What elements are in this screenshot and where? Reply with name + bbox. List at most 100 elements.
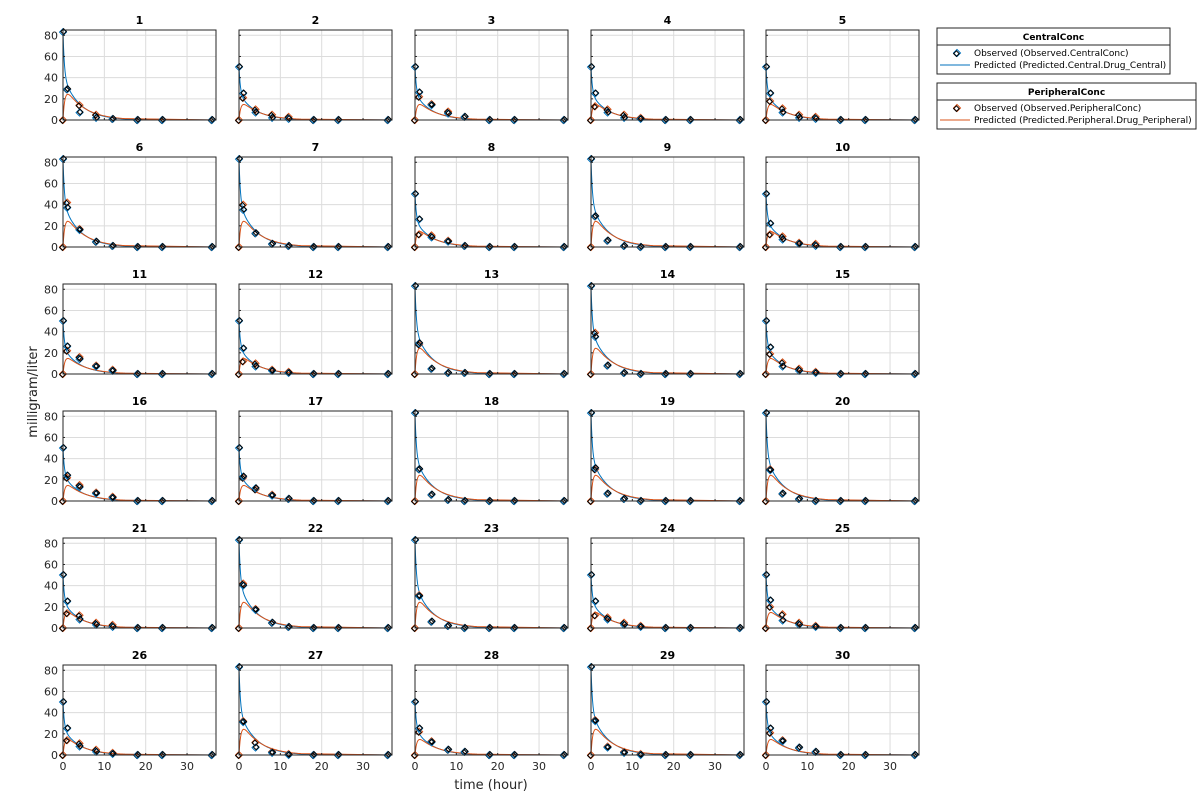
observed-central-point-outline xyxy=(208,115,216,123)
subplot-21: 0 20 40 60 80 21 xyxy=(44,522,217,635)
observed-central-point-outline xyxy=(588,282,596,290)
y-tick-label: 40 xyxy=(44,453,58,466)
observed-central-point-outline xyxy=(862,242,870,250)
predicted-peripheral-line xyxy=(62,485,217,502)
observed-peripheral-point-outline xyxy=(239,94,247,102)
observed-central-point-outline xyxy=(560,750,568,758)
observed-central-point-outline xyxy=(109,622,117,630)
observed-central-point-outline xyxy=(592,717,600,725)
observed-central-point-outline xyxy=(159,496,167,504)
observed-central-point-outline xyxy=(588,663,596,671)
axes-box xyxy=(62,410,217,502)
observed-peripheral-point-outline xyxy=(75,612,83,620)
subplot-title: 21 xyxy=(132,522,147,535)
subplot-title: 18 xyxy=(484,395,499,408)
subplot-title: 25 xyxy=(835,522,850,535)
x-tick-label: 20 xyxy=(842,760,856,773)
observed-central-point-outline xyxy=(837,115,845,123)
y-tick-label: 60 xyxy=(44,50,58,63)
observed-central-point-outline xyxy=(779,489,787,497)
observed-central-point-outline xyxy=(60,697,68,705)
observed-central-point-outline xyxy=(837,369,845,377)
axes-box xyxy=(238,283,393,375)
x-tick-label: 0 xyxy=(412,760,419,773)
observed-central-point-outline xyxy=(796,239,804,247)
observed-peripheral-point-outline xyxy=(778,105,786,113)
observed-central-point-outline xyxy=(93,362,101,370)
observed-central-point-outline xyxy=(109,493,117,501)
subplot-title: 20 xyxy=(835,395,851,408)
subplot-title: 12 xyxy=(308,268,323,281)
plot-area xyxy=(415,30,568,120)
observed-central-point-outline xyxy=(486,750,494,758)
x-tick-label: 0 xyxy=(763,760,770,773)
observed-central-point-outline xyxy=(779,108,787,116)
observed-central-point-outline xyxy=(310,242,318,250)
plot-area xyxy=(415,284,568,374)
observed-central-point-outline xyxy=(416,339,424,347)
y-tick-label: 60 xyxy=(44,685,58,698)
axes-box xyxy=(414,410,569,502)
y-tick-label: 0 xyxy=(51,114,58,127)
plot-area xyxy=(415,157,568,247)
observed-central-point-outline xyxy=(412,697,420,705)
observed-central-point-outline xyxy=(592,332,600,340)
observed-central-point-outline xyxy=(384,750,392,758)
y-tick-label: 20 xyxy=(44,474,58,487)
y-tick-label: 0 xyxy=(51,749,58,762)
observed-central-point-outline xyxy=(445,237,453,245)
observed-peripheral-point-outline xyxy=(603,106,611,114)
legend-box xyxy=(936,27,1171,75)
observed-central-point-outline xyxy=(428,233,436,241)
observed-central-point-outline xyxy=(109,241,117,249)
subplot-title: 13 xyxy=(484,268,499,281)
axes-box xyxy=(62,664,217,756)
observed-central-point-outline xyxy=(461,241,469,249)
observed-central-point-outline xyxy=(461,112,469,120)
observed-central-point-outline xyxy=(662,750,670,758)
observed-central-point-outline xyxy=(76,355,84,363)
observed-central-point-outline xyxy=(604,489,612,497)
predicted-peripheral-line xyxy=(414,474,569,502)
y-tick-label: 20 xyxy=(44,93,58,106)
observed-central-point-outline xyxy=(236,663,244,671)
axes-box xyxy=(62,156,217,248)
observed-central-point-outline xyxy=(109,114,117,122)
observed-central-point-outline xyxy=(637,622,645,630)
observed-central-point-outline xyxy=(285,622,293,630)
x-tick-label: 10 xyxy=(273,760,287,773)
subplot-title: 14 xyxy=(660,268,676,281)
observed-central-point-outline xyxy=(812,241,820,249)
x-tick-label: 0 xyxy=(60,760,67,773)
axes-box xyxy=(238,664,393,756)
y-tick-label: 20 xyxy=(44,220,58,233)
observed-central-point-outline xyxy=(412,189,420,197)
observed-peripheral-point-outline xyxy=(591,612,599,620)
observed-central-point-outline xyxy=(252,484,260,492)
observed-central-point-outline xyxy=(60,28,68,36)
predicted-peripheral-line xyxy=(62,358,217,375)
observed-central-point-outline xyxy=(767,219,775,227)
observed-central-point-outline xyxy=(592,464,600,472)
observed-peripheral-point-outline xyxy=(251,360,259,368)
x-tick-label: 20 xyxy=(667,760,681,773)
observed-central-point-outline xyxy=(560,242,568,250)
observed-central-point-outline xyxy=(416,592,424,600)
observed-central-point-outline xyxy=(862,750,870,758)
observed-central-point-outline xyxy=(486,496,494,504)
observed-central-point-outline xyxy=(310,496,318,504)
subplot-title: 23 xyxy=(484,522,499,535)
observed-central-point-outline xyxy=(687,623,695,631)
plot-area xyxy=(63,538,216,628)
plot-area xyxy=(766,30,919,120)
observed-central-point-outline xyxy=(511,623,519,631)
y-tick-label: 0 xyxy=(51,622,58,635)
observed-central-point-outline xyxy=(763,316,771,324)
observed-central-point-outline xyxy=(412,409,420,417)
observed-central-point-outline xyxy=(911,496,919,504)
predicted-peripheral-line xyxy=(590,474,745,502)
observed-peripheral-point-outline xyxy=(591,103,599,111)
subplot-title: 3 xyxy=(488,14,496,27)
plot-area xyxy=(63,411,216,501)
observed-central-point-outline xyxy=(486,115,494,123)
